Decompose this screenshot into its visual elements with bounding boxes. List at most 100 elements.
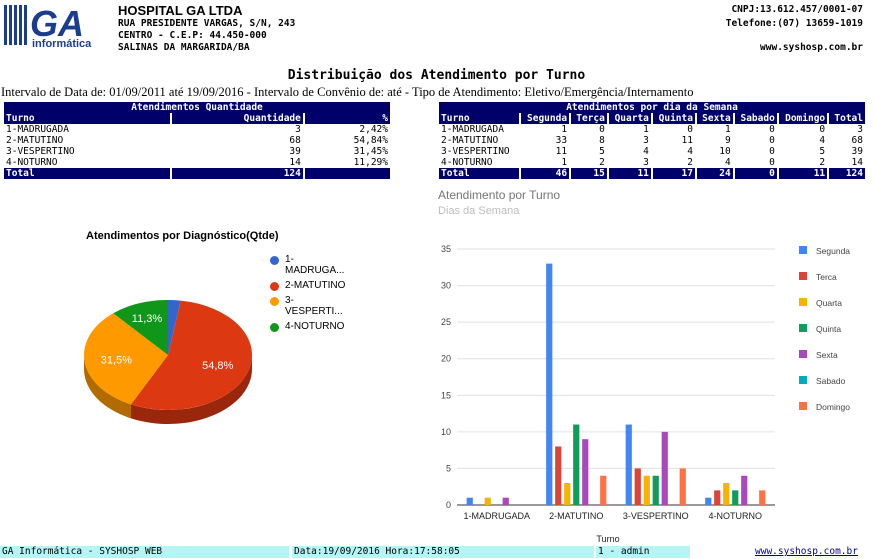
bar-domingo (759, 490, 766, 505)
legend-label: Sexta (816, 350, 838, 360)
pie-legend-item: 1- MADRUGA... (270, 254, 390, 276)
week-cell: 1 (725, 124, 731, 135)
qty-table-caption: Atendimentos Quantidade (4, 102, 390, 113)
pie-legend-item: 2-MATUTINO (270, 280, 390, 291)
y-tick-label: 0 (446, 500, 451, 510)
week-cell: 3 (857, 124, 863, 135)
legend-label: Segunda (816, 246, 850, 256)
week-cell: 3 (643, 157, 649, 168)
week-cell: 2 (599, 157, 605, 168)
legend-label: Terca (816, 272, 837, 282)
bar-quarta (643, 475, 650, 505)
address-line-2: CENTRO - C.E.P: 44.450-000 (118, 30, 267, 41)
qty-total-label: Total (4, 168, 171, 179)
legend-swatch (799, 298, 807, 306)
pie-legend: 1- MADRUGA... 2-MATUTINO 3- VESPERTI... 4-N… (270, 254, 390, 336)
address-line-3: SALINAS DA MARGARIDA/BA (118, 42, 250, 53)
week-header-segunda: Segunda (520, 113, 570, 124)
pie-legend-item: 3- VESPERTI... (270, 295, 390, 317)
week-cell: 0 (769, 146, 775, 157)
week-total-cell: 124 (829, 168, 865, 179)
legend-swatch (799, 402, 807, 410)
legend-dot-icon (270, 256, 279, 265)
footer-datetime: Data:19/09/2016 Hora:17:58:05 (292, 546, 594, 558)
week-table: Atendimentos por dia da Semana Turno Segu… (437, 102, 867, 179)
week-total-cell: 11 (608, 168, 651, 179)
bar-quarta (564, 483, 571, 505)
legend-label: Sabado (816, 376, 846, 386)
pie-legend-label: 4-NOTURNO (285, 321, 345, 332)
status-footer: GA Informática - SYSHOSP WEB Data:19/09/… (0, 546, 873, 559)
week-cell: 5 (819, 146, 826, 157)
qty-cell: 4-NOTURNO (6, 157, 58, 168)
week-header-total: Total (829, 113, 865, 124)
y-tick-label: 35 (441, 244, 451, 254)
qty-table: Atendimentos Quantidade Turno Quantidade… (2, 102, 392, 179)
qty-cell: 11,29% (353, 157, 388, 168)
header-site-link[interactable]: www.syshosp.com.br (760, 42, 863, 53)
bar-segunda (466, 497, 473, 505)
x-category-label: 1-MADRUGADA (463, 511, 530, 521)
address-line-1: RUA PRESIDENTE VARGAS, S/N, 243 (118, 18, 296, 29)
week-header-quinta: Quinta (652, 113, 695, 124)
qty-cell: 1-MADRUGADA (6, 124, 69, 135)
qty-table-row: 3-VESPERTINO 39 31,45% (4, 146, 390, 157)
x-category-label: 4-NOTURNO (709, 511, 763, 521)
week-cell: 4 (819, 135, 826, 146)
bar-sexta (502, 497, 509, 505)
pie-legend-label: 1- MADRUGA... (285, 254, 345, 276)
legend-swatch (799, 324, 807, 332)
bar-terca (555, 446, 562, 505)
week-cell: 9 (725, 135, 731, 146)
bar-quarta (723, 483, 730, 505)
qty-cell: 2,42% (359, 124, 388, 135)
week-cell: 0 (819, 124, 826, 135)
week-cell: 1-MADRUGADA (441, 124, 504, 135)
bar-sexta (741, 475, 748, 505)
qty-cell: 68 (289, 135, 301, 146)
qty-header-percent: % (304, 113, 390, 124)
week-total-cell: 11 (778, 168, 828, 179)
y-tick-label: 5 (446, 463, 451, 473)
week-cell: 3-VESPERTINO (441, 146, 510, 157)
qty-cell: 54,84% (353, 135, 388, 146)
week-cell: 33 (555, 135, 568, 146)
week-cell: 0 (769, 135, 775, 146)
x-category-label: 3-VESPERTINO (623, 511, 689, 521)
week-cell: 2 (819, 157, 826, 168)
legend-swatch (799, 246, 807, 254)
week-cell: 3 (643, 135, 649, 146)
qty-header-quantidade: Quantidade (172, 113, 303, 124)
y-tick-label: 15 (441, 390, 451, 400)
legend-label: Quarta (816, 298, 842, 308)
week-cell: 39 (851, 146, 863, 157)
week-header-turno: Turno (439, 113, 519, 124)
bar-chart-subtitle: Dias da Semana (438, 205, 520, 217)
footer-site-link[interactable]: www.syshosp.com.br (755, 546, 858, 557)
cnpj-text: CNPJ:13.612.457/0001-07 (731, 4, 863, 15)
week-total-cell: 24 (696, 168, 733, 179)
week-table-row: 3-VESPERTINO 11 5 4 4 10 0 5 39 (439, 146, 865, 157)
week-header-domingo: Domingo (778, 113, 828, 124)
bar-segunda (546, 263, 553, 505)
legend-dot-icon (270, 323, 279, 332)
bar-quinta (652, 475, 659, 505)
y-tick-label: 20 (441, 354, 451, 364)
week-cell: 11 (555, 146, 568, 157)
legend-swatch (799, 272, 807, 280)
week-table-row: 2-MATUTINO 33 8 3 11 9 0 4 68 (439, 135, 865, 146)
pie-legend-label: 3- VESPERTI... (285, 295, 343, 317)
legend-swatch (799, 350, 807, 358)
bar-terca (714, 490, 721, 505)
pie-slice-side (84, 355, 132, 419)
week-header-sexta: Sexta (696, 113, 733, 124)
week-table-caption: Atendimentos por dia da Semana (439, 102, 865, 113)
pie-chart-title: Atendimentos por Diagnóstico(Qtde) (86, 230, 279, 242)
week-cell: 14 (851, 157, 863, 168)
week-cell: 4 (687, 146, 693, 157)
week-header-sabado: Sabado (734, 113, 777, 124)
week-cell: 0 (687, 124, 693, 135)
legend-dot-icon (270, 282, 279, 291)
week-total-cell: 17 (652, 168, 695, 179)
qty-header-turno: Turno (4, 113, 171, 124)
